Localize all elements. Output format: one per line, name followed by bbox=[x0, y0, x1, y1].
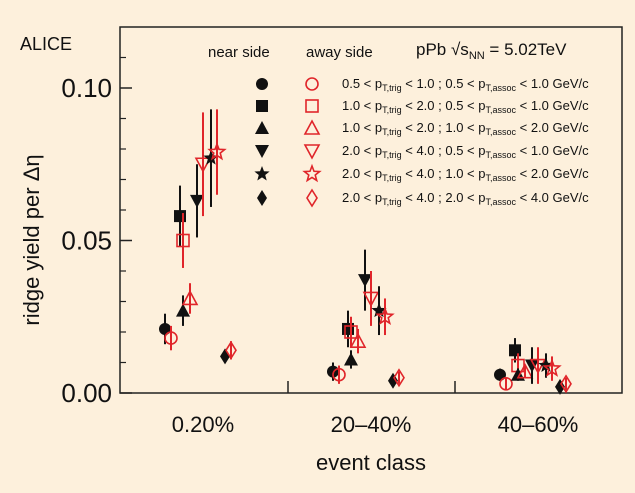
data-point-away-triangle-down bbox=[194, 157, 212, 173]
legend-bin-text: < 2.0 ; 0.5 < p bbox=[402, 98, 486, 113]
legend-bin-text: 1.0 < p bbox=[342, 98, 382, 113]
y-tick-label: 0.05 bbox=[61, 226, 112, 256]
legend-bin-subscript: T,trig bbox=[382, 105, 402, 115]
experiment-label: ALICE bbox=[20, 34, 72, 54]
system-label: pPb √sNN = 5.02TeV bbox=[416, 40, 567, 62]
data-point-away-triangle-up bbox=[349, 332, 367, 348]
legend-marker-near bbox=[255, 121, 269, 134]
legend-bin-subscript: T,trig bbox=[382, 173, 402, 183]
data-point-near-circle bbox=[494, 368, 506, 381]
data-point-near-triangle-down bbox=[525, 359, 539, 373]
legend-bin-label: 2.0 < pT,trig < 4.0 ; 0.5 < pT,assoc < 1… bbox=[342, 143, 589, 160]
data-point-away-triangle-up bbox=[181, 289, 199, 306]
system-label-energy: = 5.02TeV bbox=[485, 40, 567, 59]
y-tick-label: 0.10 bbox=[61, 73, 112, 103]
data-point-away-circle bbox=[332, 367, 346, 382]
legend-bin-label: 0.5 < pT,trig < 1.0 ; 0.5 < pT,assoc < 1… bbox=[342, 76, 589, 93]
legend-bin-text: < 4.0 ; 0.5 < p bbox=[402, 143, 486, 158]
legend-bin-text: < 4.0 ; 1.0 < p bbox=[402, 166, 486, 181]
legend-bin-text: 0.5 < p bbox=[342, 76, 382, 91]
legend-bin-text: 2.0 < p bbox=[342, 143, 382, 158]
near-side-header: near side bbox=[208, 44, 270, 61]
system-label-sub: NN bbox=[469, 50, 485, 62]
legend-bin-subscript: T,trig bbox=[382, 127, 402, 137]
legend-bin-subscript: T,assoc bbox=[485, 105, 516, 115]
data-point-near-square bbox=[509, 344, 521, 357]
legend-marker-near bbox=[256, 100, 268, 112]
data-point-away-triangle-down bbox=[362, 291, 380, 308]
data-points bbox=[159, 109, 572, 395]
legend-bin-text: < 1.0 GeV/c bbox=[516, 98, 589, 113]
legend-bin-text: < 2.0 ; 1.0 < p bbox=[402, 120, 486, 135]
data-point-away-circle bbox=[164, 331, 178, 345]
x-category-label: 20–40% bbox=[331, 412, 412, 437]
data-point-near-star bbox=[203, 150, 219, 165]
legend-marker-near bbox=[255, 145, 269, 158]
legend-bin-subscript: T,trig bbox=[382, 197, 402, 207]
legend-bin-text: < 4.0 GeV/c bbox=[516, 190, 589, 205]
legend-bin-label: 1.0 < pT,trig < 2.0 ; 0.5 < pT,assoc < 1… bbox=[342, 98, 589, 115]
data-point-away-diamond bbox=[560, 374, 572, 394]
data-point-away-star bbox=[542, 358, 562, 377]
legend-bin-text: < 1.0 ; 0.5 < p bbox=[402, 76, 486, 91]
legend-marker-away bbox=[305, 99, 319, 113]
data-point-away-diamond bbox=[225, 340, 237, 360]
axes: 0.00 0.05 0.10 0.20% 20–40% 40–60% bbox=[61, 56, 579, 437]
legend-bin-label: 2.0 < pT,trig < 4.0 ; 1.0 < pT,assoc < 2… bbox=[342, 166, 589, 183]
legend-bin-text: < 1.0 GeV/c bbox=[516, 76, 589, 91]
legend-bin-label: 2.0 < pT,trig < 4.0 ; 2.0 < pT,assoc < 4… bbox=[342, 190, 589, 207]
data-point-near-square bbox=[174, 210, 186, 223]
data-point-away-circle bbox=[499, 377, 513, 391]
legend-bin-subscript: T,assoc bbox=[485, 127, 516, 137]
data-point-away-triangle-down bbox=[529, 358, 547, 375]
data-point-near-square bbox=[342, 322, 354, 335]
away-side-header: away side bbox=[306, 44, 373, 61]
data-point-away-triangle-up bbox=[516, 362, 534, 379]
legend-marker-away bbox=[303, 144, 321, 160]
legend-marker-away bbox=[303, 119, 321, 135]
y-tick-label: 0.00 bbox=[61, 378, 112, 408]
legend-marker-away bbox=[306, 188, 318, 208]
legend-bin-label: 1.0 < pT,trig < 2.0 ; 1.0 < pT,assoc < 2… bbox=[342, 120, 589, 137]
legend-marker-away bbox=[302, 163, 322, 183]
legend-bin-subscript: T,assoc bbox=[485, 197, 516, 207]
data-point-near-triangle-down bbox=[358, 274, 372, 288]
data-point-away-star bbox=[375, 306, 395, 326]
data-point-near-triangle-up bbox=[176, 303, 190, 317]
legend-bin-text: < 2.0 GeV/c bbox=[516, 166, 589, 181]
data-point-near-triangle-down bbox=[190, 194, 204, 208]
legend-bin-text: < 1.0 GeV/c bbox=[516, 143, 589, 158]
data-point-away-square bbox=[176, 233, 190, 248]
legend-bin-text: 2.0 < p bbox=[342, 166, 382, 181]
x-category-label: 40–60% bbox=[498, 412, 579, 437]
legend-bin-subscript: T,trig bbox=[382, 83, 402, 93]
data-point-near-circle bbox=[159, 322, 171, 335]
data-point-near-triangle-up bbox=[344, 352, 358, 366]
legend-bin-subscript: T,trig bbox=[382, 150, 402, 160]
x-category-label: 0.20% bbox=[172, 412, 234, 437]
legend-marker-away bbox=[305, 77, 319, 91]
system-label-main: pPb √s bbox=[416, 40, 469, 59]
legend-bin-subscript: T,assoc bbox=[485, 150, 516, 160]
legend-marker-near bbox=[256, 78, 268, 90]
legend-bin-text: < 2.0 GeV/c bbox=[516, 120, 589, 135]
data-point-near-star bbox=[538, 357, 554, 373]
legend-bin-text: 1.0 < p bbox=[342, 120, 382, 135]
y-axis-label: ridge yield per Δη bbox=[19, 154, 44, 325]
legend-bin-subscript: T,assoc bbox=[485, 173, 516, 183]
data-point-near-star bbox=[371, 302, 387, 318]
legend-bin-subscript: T,assoc bbox=[485, 83, 516, 93]
legend-marker-near bbox=[257, 190, 267, 206]
x-axis-label: event class bbox=[316, 450, 426, 475]
data-point-away-star bbox=[207, 141, 227, 161]
data-point-away-diamond bbox=[393, 368, 405, 388]
legend-bin-text: 2.0 < p bbox=[342, 190, 382, 205]
legend-bin-text: < 4.0 ; 2.0 < p bbox=[402, 190, 486, 205]
legend-marker-near bbox=[254, 166, 270, 181]
legend: 0.5 < pT,trig < 1.0 ; 0.5 < pT,assoc < 1… bbox=[254, 76, 589, 208]
